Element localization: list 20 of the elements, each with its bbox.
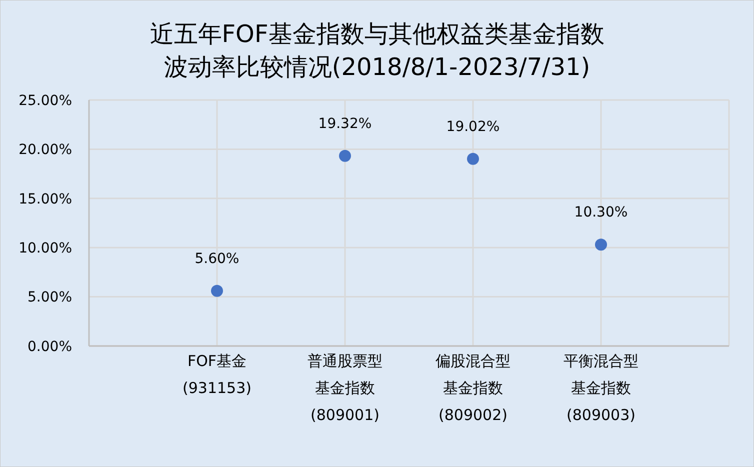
point [467, 152, 479, 165]
point [211, 284, 223, 297]
x-tick-label: FOF基金(931153) [182, 352, 252, 397]
chart-title: 近五年FOF基金指数与其他权益类基金指数 [150, 20, 604, 48]
x-tick-label: 偏股混合型基金指数(809002) [436, 352, 510, 424]
data-label: 10.30% [574, 204, 628, 221]
y-tick-label: 25.00% [18, 92, 72, 109]
chart-subtitle: 波动率比较情况(2018/8/1-2023/7/31) [164, 53, 590, 81]
x-tick-label: 平衡混合型基金指数(809003) [564, 352, 638, 424]
y-tick-label: 5.00% [28, 290, 72, 306]
point [595, 238, 607, 251]
data-label: 19.02% [446, 118, 500, 135]
y-tick-label: 0.00% [28, 338, 72, 355]
x-tick-label: 普通股票型基金指数(809001) [308, 352, 382, 424]
y-tick-label: 10.00% [18, 240, 72, 256]
point [339, 150, 351, 162]
data-label: 5.60% [194, 250, 240, 267]
y-tick-label: 15.00% [18, 191, 72, 208]
y-tick-label: 20.00% [18, 142, 72, 158]
data-label: 19.32% [318, 116, 372, 132]
